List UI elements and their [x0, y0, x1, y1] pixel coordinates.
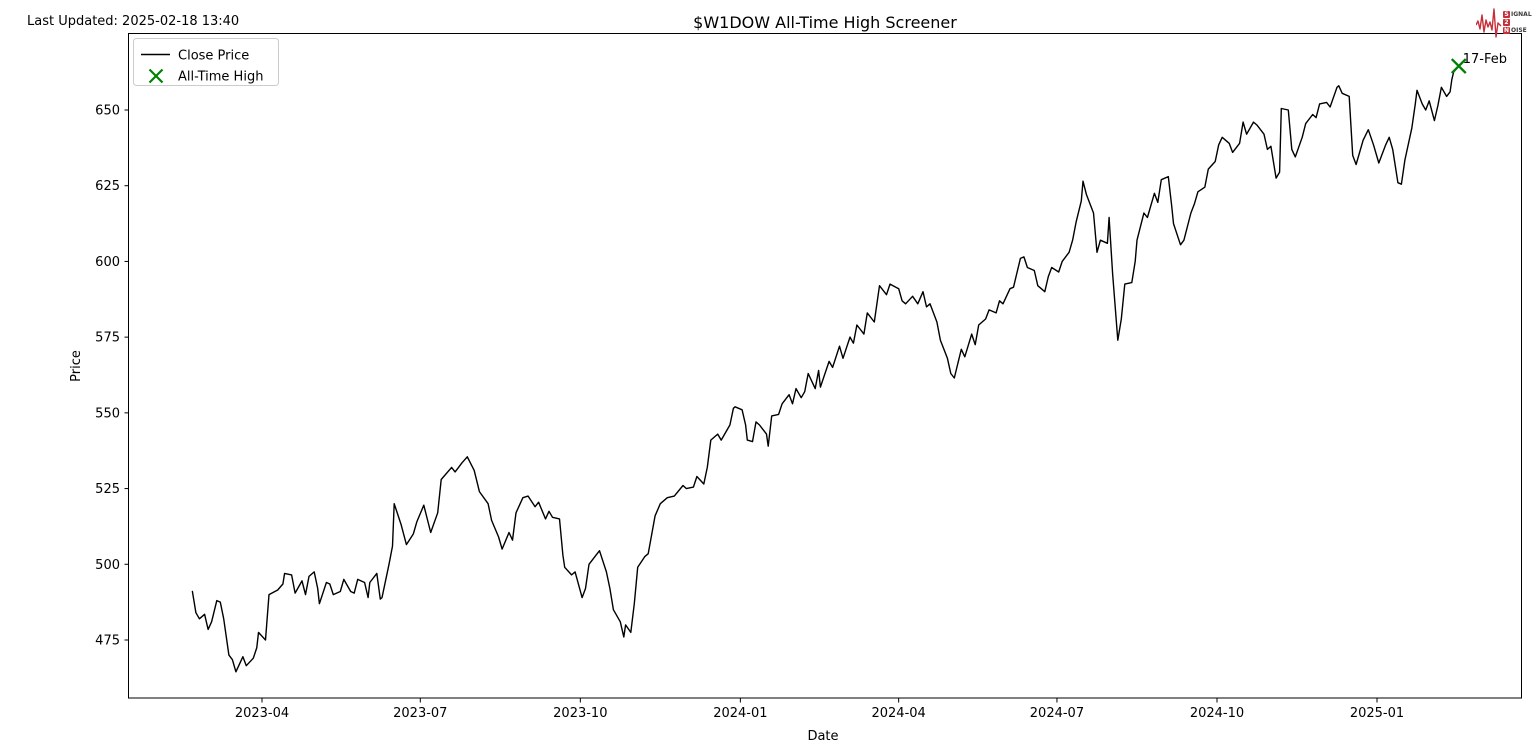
last-updated-text: Last Updated: 2025-02-18 13:40	[27, 14, 239, 29]
logo-letter-2: 2	[1503, 18, 1510, 26]
y-tick-label: 600	[95, 255, 120, 270]
y-tick-label: 525	[95, 482, 120, 497]
close-price-line	[191, 65, 1460, 673]
plot-area	[128, 33, 1522, 699]
y-axis-label: Price	[69, 350, 84, 382]
logo-text: S IGNAL 2 N OISE	[1503, 10, 1532, 34]
page-title: $W1DOW All-Time High Screener	[693, 13, 957, 32]
signal2noise-logo: S IGNAL 2 N OISE	[1476, 4, 1532, 40]
y-tick-label: 500	[95, 558, 120, 573]
ekg-waveform-icon	[1476, 8, 1502, 38]
ath-x-glyph	[1450, 58, 1467, 74]
x-axis-ticks: 2023-04 2023-07 2023-10 2024-01 2024-04 2024-…	[235, 698, 1404, 721]
x-tick-label: 2024-01	[713, 706, 767, 721]
x-tick-label: 2023-10	[553, 706, 607, 721]
logo-letter-n: N	[1503, 26, 1510, 34]
y-tick-label: 625	[95, 179, 120, 194]
x-tick-label: 2023-04	[235, 706, 289, 721]
x-tick-label: 2024-04	[871, 706, 925, 721]
logo-rest-oise: OISE	[1511, 26, 1527, 34]
logo-row-noise: N OISE	[1503, 26, 1532, 34]
all-time-high-x-icon	[1450, 58, 1467, 74]
x-tick-label: 2024-07	[1030, 706, 1084, 721]
y-axis-ticks: 475 500 525 550 575 600 625 650	[95, 104, 129, 648]
x-axis-label: Date	[807, 729, 838, 744]
logo-row-signal: S IGNAL	[1503, 10, 1532, 18]
x-tick-label: 2025-01	[1350, 706, 1404, 721]
logo-letter-s: S	[1503, 10, 1510, 18]
y-tick-label: 650	[95, 104, 120, 119]
legend-label-all-time-high: All-Time High	[178, 70, 263, 85]
legend-label-close-price: Close Price	[178, 49, 249, 64]
y-tick-label: 550	[95, 406, 120, 421]
y-tick-label: 475	[95, 633, 120, 648]
legend-x-sample-icon	[148, 68, 164, 84]
logo-row-2: 2	[1503, 18, 1532, 26]
x-tick-label: 2023-07	[393, 706, 447, 721]
legend-frame	[133, 38, 279, 86]
ath-annotation: 17-Feb	[1463, 52, 1507, 67]
logo-rest-ignal: IGNAL	[1511, 10, 1532, 18]
legend: Close Price All-Time High	[133, 38, 279, 86]
x-tick-label: 2024-10	[1190, 706, 1244, 721]
y-tick-label: 575	[95, 331, 120, 346]
